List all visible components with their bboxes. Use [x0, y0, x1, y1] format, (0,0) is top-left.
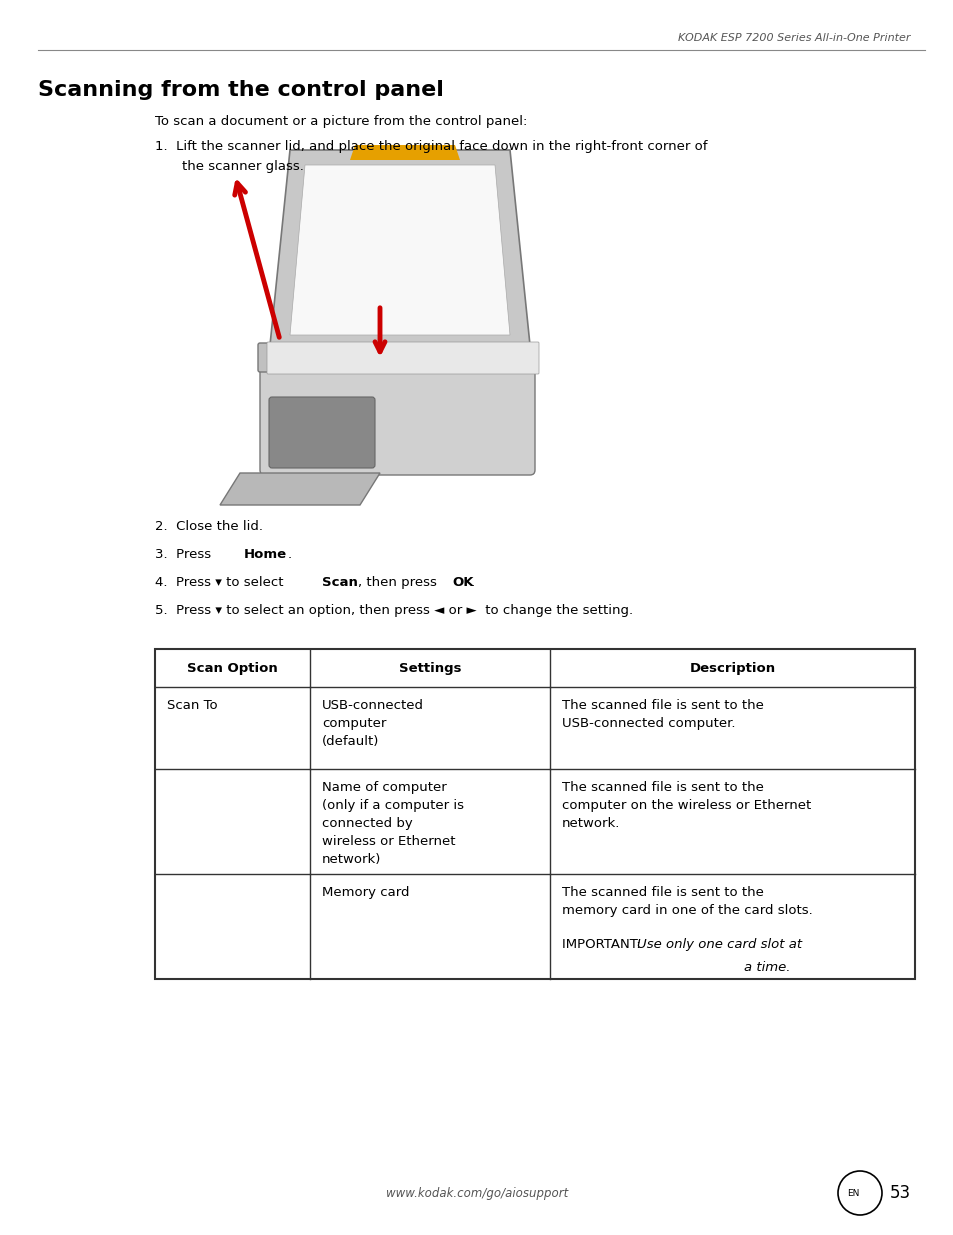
FancyBboxPatch shape [267, 342, 538, 374]
FancyBboxPatch shape [269, 396, 375, 468]
Text: Memory card: Memory card [322, 885, 409, 899]
Text: 3.  Press: 3. Press [154, 548, 215, 561]
Text: Scan To: Scan To [167, 699, 217, 713]
Polygon shape [350, 144, 459, 161]
Text: OK: OK [452, 576, 473, 589]
Polygon shape [220, 473, 379, 505]
Text: Use only one card slot at: Use only one card slot at [637, 939, 801, 951]
Text: 53: 53 [889, 1184, 910, 1202]
Text: The scanned file is sent to the
USB-connected computer.: The scanned file is sent to the USB-conn… [561, 699, 763, 730]
FancyBboxPatch shape [257, 343, 537, 372]
Text: Scan Option: Scan Option [187, 662, 277, 674]
Polygon shape [290, 165, 510, 335]
Text: , then press: , then press [357, 576, 440, 589]
Bar [154, 650, 914, 979]
Text: 2.  Close the lid.: 2. Close the lid. [154, 520, 263, 534]
Text: The scanned file is sent to the
memory card in one of the card slots.: The scanned file is sent to the memory c… [561, 885, 812, 918]
Text: EN: EN [846, 1188, 859, 1198]
Text: 1.  Lift the scanner lid, and place the original face down in the right-front co: 1. Lift the scanner lid, and place the o… [154, 140, 707, 153]
Text: Settings: Settings [398, 662, 460, 674]
FancyBboxPatch shape [260, 366, 535, 475]
Text: the scanner glass.: the scanner glass. [182, 161, 304, 173]
Text: Name of computer
(only if a computer is
connected by
wireless or Ethernet
networ: Name of computer (only if a computer is … [322, 781, 463, 866]
Text: Scanning from the control panel: Scanning from the control panel [38, 80, 443, 100]
Text: 5.  Press ▾ to select an option, then press ◄ or ►  to change the setting.: 5. Press ▾ to select an option, then pre… [154, 604, 633, 618]
Text: .: . [288, 548, 292, 561]
Text: .: . [471, 576, 475, 589]
Text: www.kodak.com/go/aiosupport: www.kodak.com/go/aiosupport [385, 1187, 568, 1199]
Text: Home: Home [244, 548, 287, 561]
Text: IMPORTANT:: IMPORTANT: [561, 939, 644, 951]
Text: KODAK ESP 7200 Series All-in-One Printer: KODAK ESP 7200 Series All-in-One Printer [677, 33, 909, 43]
Polygon shape [270, 149, 530, 345]
Text: a time.: a time. [743, 961, 790, 974]
Text: 4.  Press ▾ to select: 4. Press ▾ to select [154, 576, 288, 589]
Text: To scan a document or a picture from the control panel:: To scan a document or a picture from the… [154, 115, 527, 128]
Text: The scanned file is sent to the
computer on the wireless or Ethernet
network.: The scanned file is sent to the computer… [561, 781, 810, 830]
Text: Scan: Scan [322, 576, 357, 589]
Text: USB-connected
computer
(default): USB-connected computer (default) [322, 699, 423, 748]
Text: Description: Description [689, 662, 775, 674]
